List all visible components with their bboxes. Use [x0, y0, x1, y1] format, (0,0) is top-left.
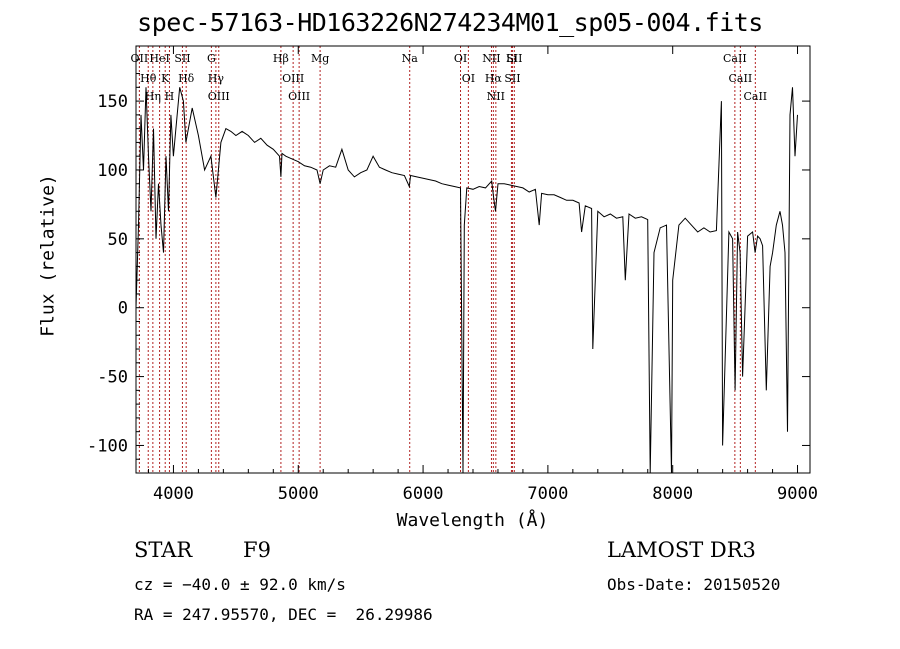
line-label-1: Hθ — [140, 72, 157, 85]
y-tick-label-4: 100 — [97, 161, 128, 181]
line-label-14: Mg — [311, 52, 329, 65]
y-tick-label-2: 0 — [118, 299, 128, 319]
line-label-21: Li — [506, 52, 517, 65]
y-tick-label-0: -100 — [87, 436, 128, 456]
spectral-line-labels: OII Hθ Hη HeI KH SII Hδ G Hγ OIII Hβ OIII OIII Mg Na OI… — [131, 52, 768, 103]
x-tick-label-5: 9000 — [777, 484, 818, 504]
y-tick-label-3: 50 — [108, 230, 128, 250]
line-label-26: CaII — [743, 90, 767, 103]
redshift-velocity: cz = −40.0 ± 92.0 km/s — [134, 575, 346, 594]
y-axis-ticks: -100 -50 0 50 100 150 — [87, 59, 810, 460]
x-tick-label-0: 4000 — [153, 484, 194, 504]
line-label-12: OIII — [282, 72, 304, 85]
line-label-5: H — [165, 90, 175, 103]
y-axis-label: Flux (relative) — [37, 174, 59, 337]
line-label-18: NII — [482, 52, 500, 65]
y-tick-label-5: 150 — [97, 92, 128, 112]
line-label-3: HeI — [149, 52, 169, 65]
line-label-11: Hβ — [273, 52, 289, 65]
x-axis-ticks: 4000 5000 6000 7000 8000 9000 — [147, 46, 818, 504]
line-label-9: Hγ — [208, 72, 225, 85]
line-label-2: Hη — [145, 90, 161, 103]
line-label-16: OI — [454, 52, 467, 65]
line-label-17: OI — [462, 72, 475, 85]
line-label-24: CaII — [723, 52, 747, 65]
line-label-15: Na — [402, 52, 419, 65]
line-label-23: SII — [506, 52, 522, 65]
x-tick-label-3: 7000 — [527, 484, 568, 504]
plot-frame — [135, 45, 811, 474]
x-tick-label-4: 8000 — [652, 484, 693, 504]
spectral-line-markers — [138, 46, 756, 473]
line-label-13: OIII — [288, 90, 310, 103]
line-label-20: NII — [487, 90, 505, 103]
line-label-22: SII — [504, 72, 520, 85]
line-label-6: SII — [174, 52, 190, 65]
line-label-25: CaII — [729, 72, 753, 85]
coordinates: RA = 247.95570, DEC = 26.29986 — [134, 605, 433, 624]
survey-name: LAMOST DR3 — [607, 538, 756, 562]
chart-title: spec-57163-HD163226N274234M01_sp05-004.f… — [137, 8, 763, 37]
y-tick-label-1: -50 — [97, 368, 128, 388]
object-class: STAR — [134, 538, 193, 562]
line-label-7: Hδ — [178, 72, 195, 85]
x-axis-label: Wavelength (Å) — [396, 510, 549, 531]
line-label-10: OIII — [208, 90, 230, 103]
line-label-4: K — [161, 72, 170, 85]
object-subclass: F9 — [243, 538, 271, 562]
x-tick-label-2: 6000 — [403, 484, 444, 504]
spectrum-line — [135, 87, 798, 474]
line-label-0: OII — [131, 52, 149, 65]
line-label-19: Hα — [485, 72, 503, 85]
x-tick-label-1: 5000 — [278, 484, 319, 504]
line-label-8: G — [207, 52, 216, 65]
observation-date: Obs-Date: 20150520 — [607, 575, 781, 594]
